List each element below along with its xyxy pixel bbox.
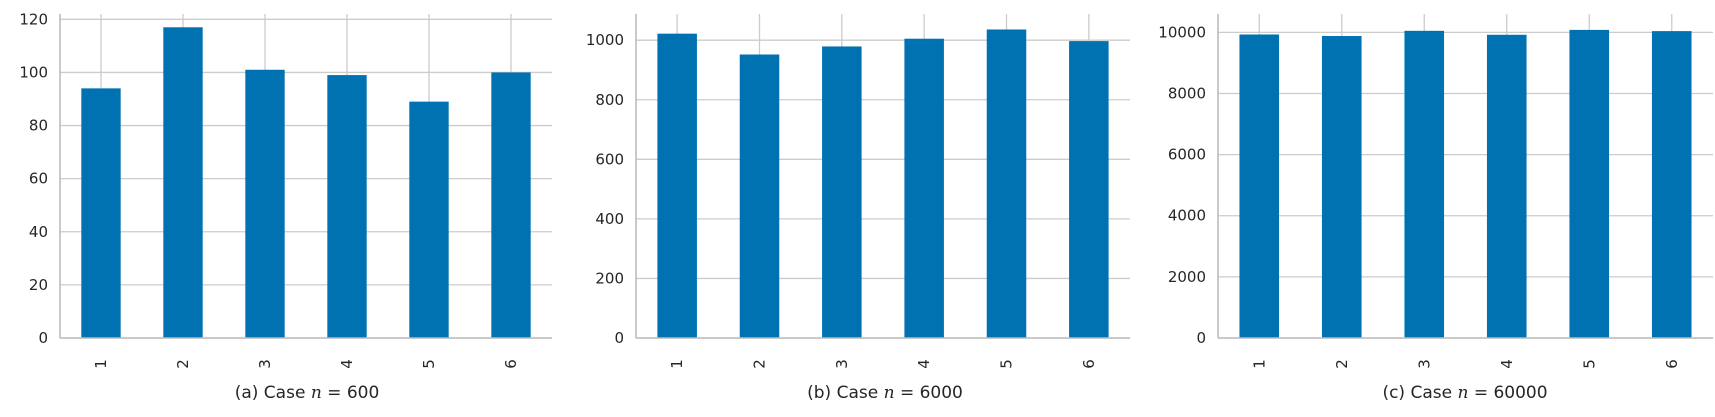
bar-2 <box>163 27 203 339</box>
y-tick-label: 0 <box>614 329 624 347</box>
x-tick-label: 6 <box>1663 359 1681 369</box>
bar-4 <box>904 38 944 338</box>
caption-variable: n <box>884 383 895 403</box>
y-tick-label: 400 <box>595 210 624 228</box>
bar-4 <box>327 75 367 338</box>
y-tick-label: 10000 <box>1158 23 1206 41</box>
bar-3 <box>245 69 285 338</box>
caption-prefix: (a) Case <box>235 383 311 403</box>
y-tick-label: 80 <box>29 117 48 135</box>
x-tick-label: 2 <box>174 359 192 369</box>
x-tick-label: 3 <box>256 359 274 369</box>
y-tick-label: 600 <box>595 150 624 168</box>
bar-2 <box>1321 36 1362 339</box>
caption-prefix: (b) Case <box>807 383 883 403</box>
caption-prefix: (c) Case <box>1382 383 1457 403</box>
x-tick-label: 1 <box>92 359 110 369</box>
bar-1 <box>1239 34 1280 338</box>
y-tick-label: 1000 <box>586 31 624 49</box>
y-tick-label: 800 <box>595 91 624 109</box>
y-tick-label: 0 <box>1196 329 1206 347</box>
bar-5 <box>1569 29 1610 338</box>
y-tick-label: 2000 <box>1168 268 1206 286</box>
bar-4 <box>1486 34 1527 338</box>
bar-3 <box>1404 30 1445 339</box>
chart-panel-2: 0 200 400 600 800 1000 1 2 3 4 5 6 (b) Case n = 6000 <box>586 14 1130 403</box>
y-tick-label: 40 <box>29 223 48 241</box>
chart-caption: (c) Case n = 60000 <box>1382 383 1547 403</box>
x-tick-label: 5 <box>420 359 438 369</box>
x-tick-label: 5 <box>1580 359 1598 369</box>
caption-equation: = 6000 <box>895 383 963 403</box>
x-tick-label: 4 <box>1498 359 1516 369</box>
y-tick-label: 20 <box>29 276 48 294</box>
x-tick-label: 3 <box>833 359 851 369</box>
y-tick-label: 100 <box>19 63 48 81</box>
bar-5 <box>409 101 449 338</box>
caption-equation: = 60000 <box>1468 383 1547 403</box>
caption-variable: n <box>1457 383 1468 403</box>
x-tick-label: 1 <box>668 359 686 369</box>
x-tick-label: 1 <box>1250 359 1268 369</box>
y-tick-label: 120 <box>19 10 48 28</box>
y-tick-label: 200 <box>595 269 624 287</box>
x-tick-label: 6 <box>502 359 520 369</box>
bar-1 <box>657 33 697 338</box>
x-tick-label: 4 <box>915 359 933 369</box>
x-tick-label: 6 <box>1080 359 1098 369</box>
x-tick-label: 5 <box>998 359 1016 369</box>
x-tick-label: 2 <box>1333 359 1351 369</box>
caption-equation: = 600 <box>322 383 380 403</box>
y-tick-label: 0 <box>38 329 48 347</box>
chart-caption: (b) Case n = 6000 <box>807 383 963 403</box>
bar-5 <box>986 29 1027 339</box>
bar-2 <box>739 54 780 338</box>
chart-panel-1: 0 20 40 60 80 100 120 1 2 3 4 5 6 (a) Case n = 600 <box>19 10 552 403</box>
chart-caption: (a) Case n = 600 <box>235 383 380 403</box>
y-tick-label: 8000 <box>1168 84 1206 102</box>
caption-variable: n <box>311 383 322 403</box>
bar-6 <box>491 72 531 338</box>
x-tick-label: 4 <box>338 359 356 369</box>
x-tick-label: 2 <box>751 359 769 369</box>
bar-6 <box>1651 31 1692 339</box>
y-tick-label: 6000 <box>1168 146 1206 164</box>
x-tick-label: 3 <box>1415 359 1433 369</box>
bar-3 <box>822 46 862 338</box>
chart-panel-3: 0 2000 4000 6000 8000 10000 1 2 3 4 5 6 (c) Case n =… <box>1158 14 1713 403</box>
y-tick-label: 4000 <box>1168 207 1206 225</box>
bar-6 <box>1069 41 1109 338</box>
y-tick-label: 60 <box>29 170 48 188</box>
bar-1 <box>81 88 121 338</box>
